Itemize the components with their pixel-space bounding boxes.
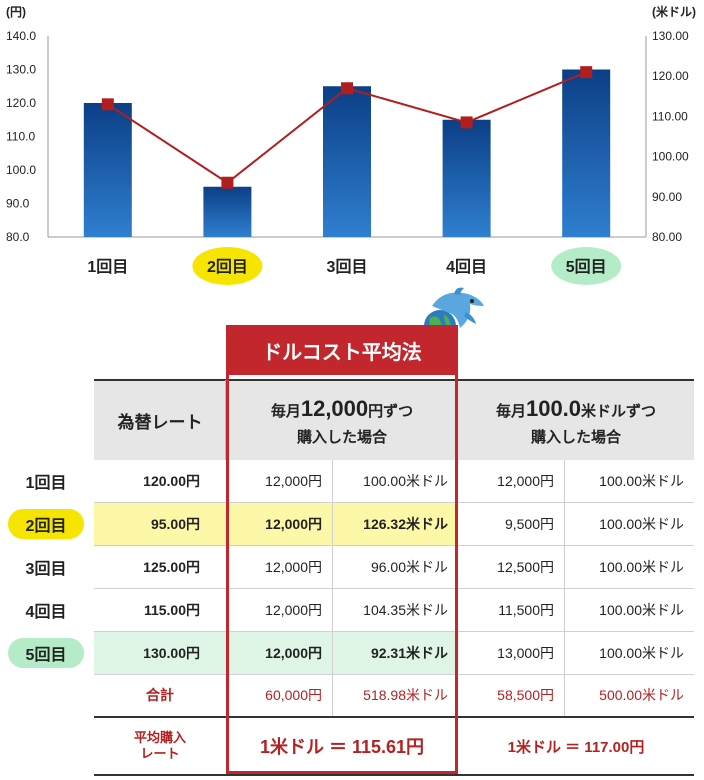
rate-cell: 115.00円 <box>143 602 200 618</box>
dca-usd-cell: 104.35米ドル <box>363 602 448 618</box>
row-divider <box>94 588 694 589</box>
left-tick-label: 90.0 <box>6 197 30 211</box>
row-divider <box>94 545 694 546</box>
line-point-2回目 <box>221 176 234 189</box>
rate-cell: 130.00円 <box>143 645 200 661</box>
fixed-yen-cell: 11,500円 <box>498 602 554 618</box>
total-label: 合計 <box>146 687 174 703</box>
rate-cell: 125.00円 <box>143 559 200 575</box>
average-top-border <box>94 716 694 718</box>
fixed-yen-cell: 12,000円 <box>497 473 554 489</box>
dca-yen-cell: 12,000円 <box>265 645 322 661</box>
bar-5回目 <box>562 69 611 237</box>
dca-usd-cell: 92.31米ドル <box>370 645 448 661</box>
left-tick-label: 80.0 <box>6 230 30 244</box>
fixed-usd-cell: 100.00米ドル <box>599 473 684 489</box>
category-highlight-2回目 <box>192 247 263 285</box>
row-label-5: 5回目 <box>8 638 84 668</box>
line-point-1回目 <box>101 98 114 111</box>
dca-yen-cell: 12,000円 <box>265 602 322 618</box>
header-col-usd: 毎月100.0米ドルずつ 購入した場合 <box>495 395 657 446</box>
left-tick-label: 140.0 <box>6 29 36 43</box>
fixed-yen-cell: 9,500円 <box>504 516 554 532</box>
left-tick-label: 130.0 <box>6 63 36 77</box>
right-tick-label: 110.00 <box>652 109 688 123</box>
dca-usd-cell: 96.00米ドル <box>370 559 448 575</box>
category-label: 3回目 <box>327 258 368 276</box>
fixed-yen-cell: 13,000円 <box>497 645 554 661</box>
right-tick-label: 120.00 <box>652 69 689 83</box>
fixed-yen-cell: 12,500円 <box>497 559 554 575</box>
average-a: 1米ドル ＝ 115.61円 <box>259 737 425 757</box>
col-divider <box>332 460 333 716</box>
right-tick-label: 100.00 <box>652 150 689 164</box>
category-highlight-5回目 <box>551 247 622 285</box>
left-tick-label: 110.0 <box>6 130 35 144</box>
row-divider <box>94 631 694 632</box>
dca-yen-cell: 12,000円 <box>265 516 322 532</box>
right-tick-label: 90.00 <box>652 190 682 204</box>
fixed-usd-cell: 100.00米ドル <box>599 645 684 661</box>
combo-chart: (円) (米ドル) 140.0 130.0 120.0 110.0 100.0 90.0 80.… <box>6 4 696 285</box>
bar-4回目 <box>442 119 491 237</box>
category-label: 1回目 <box>87 258 128 276</box>
rate-cell: 95.00円 <box>150 516 200 532</box>
left-tick-label: 100.0 <box>6 163 36 177</box>
header-col-yen: 毎月12,000円ずつ 購入した場合 <box>270 395 414 446</box>
line-point-4回目 <box>460 116 473 129</box>
fixed-usd-cell: 100.00米ドル <box>599 559 684 575</box>
row-divider <box>94 502 694 503</box>
fixed-usd-cell: 100.00米ドル <box>599 516 684 532</box>
dca-banner: ドルコスト平均法 <box>226 325 458 375</box>
dca-usd-cell: 100.00米ドル <box>363 473 448 489</box>
header-rate: 為替レート <box>117 412 203 432</box>
table-top-border <box>94 379 694 381</box>
fixed-usd-cell: 100.00米ドル <box>599 602 684 618</box>
right-tick-label: 80.00 <box>652 230 682 244</box>
row5-highlight <box>94 632 458 674</box>
bar-3回目 <box>323 86 371 237</box>
line-point-5回目 <box>580 66 593 79</box>
average-b: 1米ドル ＝ 117.00円 <box>507 738 645 756</box>
category-label: 4回目 <box>446 258 487 276</box>
left-axis-unit: (円) <box>6 5 26 19</box>
table-header-bg <box>94 380 694 460</box>
right-tick-label: 130.00 <box>652 29 689 43</box>
table-bottom-border <box>94 774 694 776</box>
row-label-4: 4回目 <box>25 604 67 621</box>
bar-2回目 <box>203 186 252 237</box>
total-a-yen: 60,000円 <box>265 687 322 703</box>
category-label: 2回目 <box>207 258 248 276</box>
dca-usd-cell: 126.32米ドル <box>363 516 448 532</box>
col-divider <box>225 380 226 460</box>
total-b-usd: 500.00米ドル <box>599 687 684 703</box>
dca-yen-cell: 12,000円 <box>265 559 322 575</box>
total-b-yen: 58,500円 <box>497 687 554 703</box>
col-divider <box>564 460 565 716</box>
total-a-usd: 518.98米ドル <box>363 687 448 703</box>
row2-highlight <box>94 503 458 545</box>
line-point-3回目 <box>341 82 353 95</box>
row-label-2: 2回目 <box>8 509 84 539</box>
dca-yen-cell: 12,000円 <box>265 473 322 489</box>
category-label: 5回目 <box>566 258 607 276</box>
left-tick-label: 120.0 <box>6 96 36 110</box>
bar-1回目 <box>83 103 132 237</box>
rate-cell: 120.00円 <box>143 473 200 489</box>
row-divider <box>94 674 694 675</box>
row-label-1: 1回目 <box>25 475 67 492</box>
row-label-3: 3回目 <box>25 561 67 578</box>
average-label: 平均購入 レート <box>133 730 186 761</box>
right-axis-unit: (米ドル) <box>652 4 696 19</box>
